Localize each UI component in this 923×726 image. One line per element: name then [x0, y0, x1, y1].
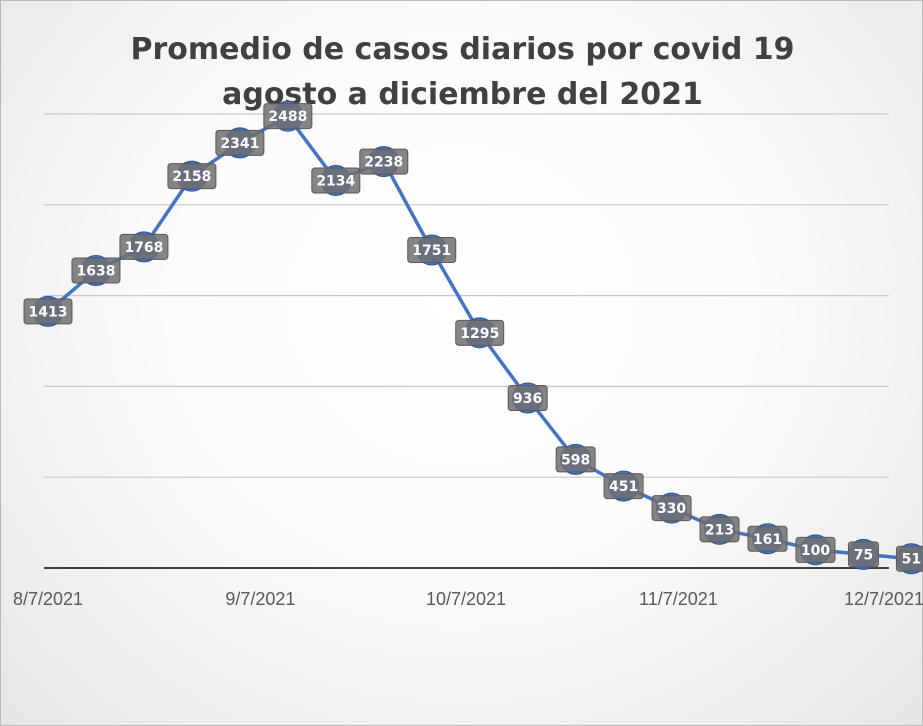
- data-label-box: [847, 541, 879, 568]
- data-label-box: [455, 319, 505, 346]
- data-label-box: [795, 536, 836, 563]
- data-label: 598: [561, 452, 590, 468]
- data-label-box: [359, 148, 409, 175]
- data-label: 936: [513, 391, 542, 407]
- data-label: 2158: [172, 169, 211, 185]
- data-label-box: [407, 237, 457, 264]
- data-label: 51: [902, 552, 921, 568]
- gridlines: [44, 113, 889, 478]
- data-label: 2488: [268, 109, 307, 125]
- data-label: 1638: [76, 264, 115, 280]
- data-label: 75: [854, 547, 873, 563]
- data-label-box: [119, 233, 169, 260]
- data-label-box: [263, 103, 313, 130]
- chart-title: Promedio de casos diarios por covid 19 a…: [1, 27, 923, 117]
- data-label: 2341: [220, 136, 259, 152]
- data-label: 1751: [412, 243, 451, 259]
- data-label-box: [699, 516, 740, 543]
- chart-title-line-1: Promedio de casos diarios por covid 19: [130, 32, 795, 67]
- data-label-box: [603, 473, 644, 500]
- data-label: 100: [801, 543, 830, 559]
- data-label-box: [311, 167, 361, 194]
- data-label: 161: [753, 532, 782, 548]
- data-label-box: [23, 298, 73, 325]
- data-label: 213: [705, 522, 734, 538]
- data-label-box: [167, 163, 217, 190]
- data-label: 1413: [29, 304, 68, 320]
- data-label-box: [71, 257, 121, 284]
- data-labels: 1413 1638 1768 2158 2341 2488 2134 2238 1751 1295…: [23, 103, 923, 572]
- data-label: 451: [609, 479, 638, 495]
- data-label-box: [895, 545, 923, 572]
- x-tick-label: 8/7/2021: [13, 589, 83, 609]
- x-tick-label: 12/7/2021: [844, 589, 923, 609]
- data-label-box: [651, 495, 692, 522]
- x-tick-label: 11/7/2021: [639, 589, 718, 609]
- x-tick-label: 10/7/2021: [426, 589, 506, 609]
- x-tick-labels: 8/7/2021 9/7/2021 10/7/2021 11/7/2021 12/7/2…: [13, 589, 923, 609]
- data-label: 330: [657, 501, 686, 517]
- data-label: 2238: [364, 155, 403, 171]
- data-label-box: [747, 525, 788, 552]
- x-tick-label: 9/7/2021: [225, 589, 295, 609]
- data-label-box: [215, 129, 265, 156]
- data-label: 1768: [124, 240, 163, 256]
- data-label-box: [555, 446, 596, 473]
- data-label-box: [507, 385, 548, 412]
- data-label: 2134: [316, 173, 355, 189]
- data-label: 1295: [460, 326, 499, 342]
